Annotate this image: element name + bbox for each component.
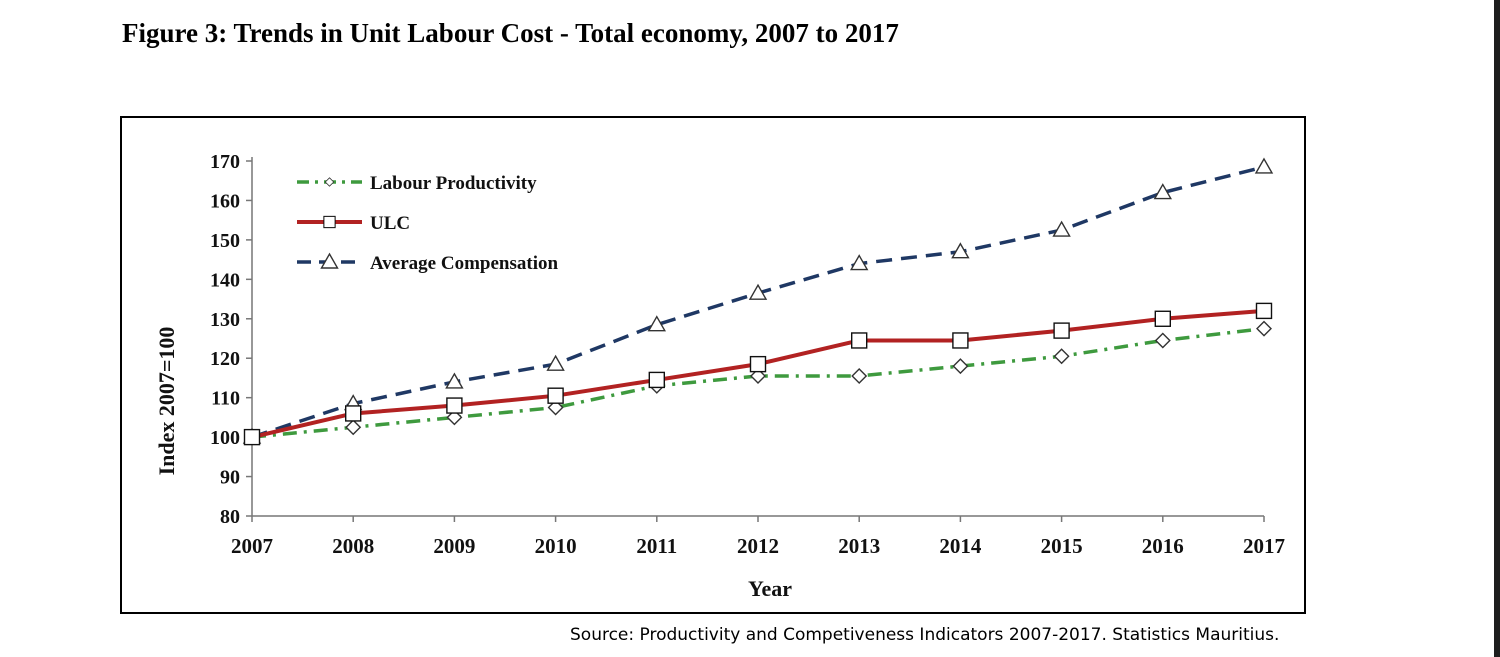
- x-tick-label: 2017: [1243, 534, 1285, 558]
- series-ulc: [243, 302, 1273, 446]
- y-tick-label: 90: [220, 467, 240, 489]
- chart-frame: Year Index 2007=100 80 90 100 110 120 130 140 1…: [120, 116, 1306, 614]
- data-point: [647, 315, 667, 332]
- data-point: [952, 358, 969, 375]
- y-axis-label: Index 2007=100: [154, 327, 179, 476]
- data-point: [344, 405, 362, 422]
- data-point: [749, 355, 767, 373]
- data-point: [547, 387, 564, 404]
- x-tick-label: 2011: [636, 534, 677, 558]
- x-tick-label: 2008: [332, 534, 374, 558]
- y-tick-label: 80: [220, 506, 240, 528]
- x-tick-label: 2014: [939, 534, 982, 558]
- data-point: [951, 242, 970, 259]
- x-tick-label: 2010: [535, 534, 577, 558]
- x-tick-label: 2013: [838, 534, 880, 558]
- y-tick-label: 100: [210, 427, 240, 449]
- data-point: [546, 354, 565, 371]
- data-point: [243, 428, 261, 446]
- x-axis-label: Year: [748, 576, 792, 601]
- data-point: [648, 371, 665, 389]
- data-point: [445, 372, 464, 389]
- series-line: [251, 165, 1265, 439]
- series-average-compensation: [242, 157, 1274, 444]
- y-tick-label: 160: [210, 190, 240, 212]
- legend-marker: [324, 177, 335, 187]
- data-point: [750, 367, 766, 384]
- data-point: [446, 397, 463, 414]
- data-point: [851, 367, 868, 384]
- data-point: [1153, 183, 1173, 200]
- y-tick-label: 110: [211, 388, 240, 410]
- series-labour-productivity: [244, 320, 1272, 446]
- data-point: [1052, 220, 1071, 237]
- y-tick-label: 120: [210, 348, 240, 370]
- x-tick-label: 2012: [737, 534, 779, 558]
- data-point: [446, 409, 463, 426]
- right-edge-bar: [1494, 0, 1500, 657]
- data-point: [547, 399, 564, 416]
- data-point: [849, 254, 869, 271]
- x-tick-label: 2009: [433, 534, 475, 558]
- x-tick-label: 2015: [1041, 534, 1083, 558]
- data-point: [345, 419, 362, 436]
- legend-marker: [323, 215, 336, 229]
- data-point: [748, 283, 768, 300]
- x-tick-label: 2007: [231, 534, 273, 558]
- line-chart: Year Index 2007=100 80 90 100 110 120 130 140 1…: [154, 151, 1285, 601]
- legend-label: Labour Productivity: [370, 173, 537, 194]
- x-tick-label: 2016: [1142, 534, 1184, 558]
- y-tick-label: 130: [210, 309, 240, 331]
- series-line: [251, 326, 1265, 439]
- data-point: [1053, 348, 1070, 365]
- data-point: [1254, 157, 1274, 174]
- y-tick-label: 150: [210, 230, 240, 252]
- y-tick-label: 140: [210, 269, 240, 291]
- data-point: [1255, 302, 1273, 320]
- data-point: [1053, 322, 1070, 339]
- legend-label: ULC: [370, 213, 410, 234]
- legend-marker: [320, 252, 339, 269]
- legend-entry: Labour Productivity: [297, 173, 537, 194]
- figure-title: Figure 3: Trends in Unit Labour Cost - T…: [122, 18, 899, 48]
- source-note: Source: Productivity and Competiveness I…: [570, 625, 1280, 645]
- legend-entry: ULC: [297, 213, 410, 234]
- legend-entry: Average Compensation: [297, 252, 558, 274]
- legend-label: Average Compensation: [370, 253, 558, 274]
- data-point: [1154, 310, 1172, 327]
- y-tick-label: 170: [210, 151, 240, 173]
- data-point: [851, 332, 868, 349]
- data-point: [952, 332, 969, 349]
- data-point: [1154, 332, 1171, 349]
- data-point: [1256, 320, 1272, 337]
